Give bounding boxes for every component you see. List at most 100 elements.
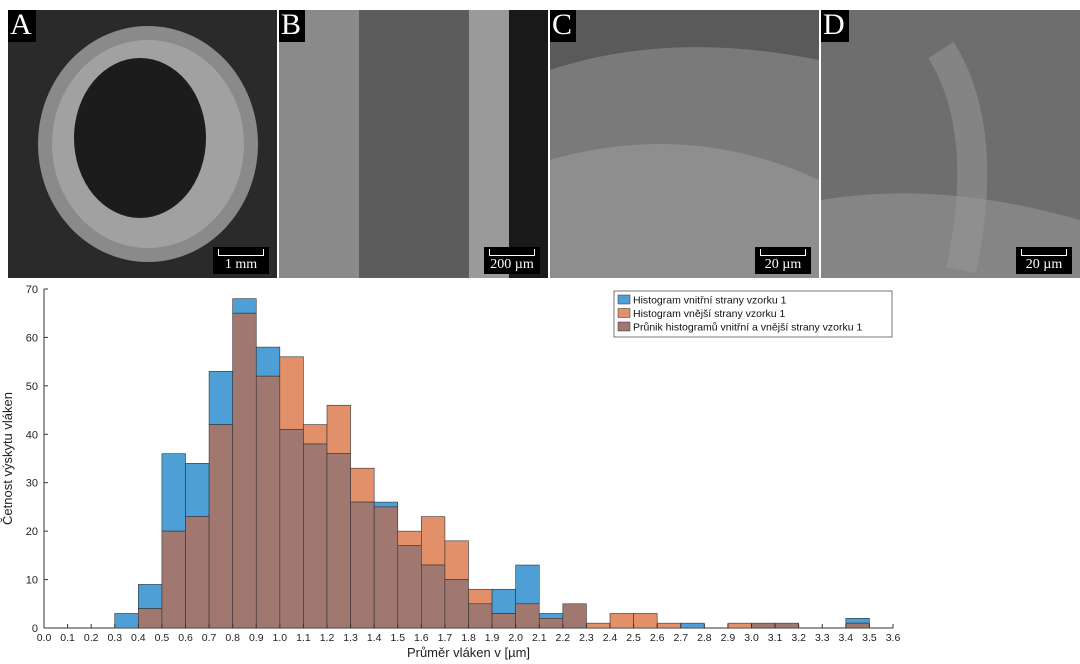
bar-overlap (303, 443, 328, 629)
x-tick-label: 0.1 (60, 632, 75, 644)
x-tick-label: 1.2 (320, 632, 335, 644)
bar-overlap (326, 453, 351, 629)
x-tick-label: 3.0 (744, 632, 759, 644)
x-tick-label: 2.6 (650, 632, 665, 644)
x-tick-label: 2.1 (532, 632, 547, 644)
bar-overlap (421, 564, 446, 629)
panel-label: C (550, 10, 577, 42)
x-tick-label: 2.8 (697, 632, 712, 644)
x-tick-label: 1.6 (414, 632, 429, 644)
bar-inner (373, 501, 399, 508)
x-tick-label: 1.1 (296, 632, 311, 644)
y-tick-label: 10 (26, 575, 38, 587)
bar-inner (138, 584, 163, 609)
bar-inner (845, 618, 870, 624)
x-tick-label: 2.3 (579, 632, 594, 644)
bar-overlap (562, 603, 587, 629)
bar-inner (185, 463, 210, 517)
x-tick-label: 3.1 (768, 632, 783, 644)
x-tick-label: 2.9 (721, 632, 736, 644)
scale-bar-label: 20 µm (1025, 257, 1063, 272)
bar-overlap (279, 429, 304, 629)
bar-inner (680, 622, 705, 629)
bar-overlap (232, 312, 257, 629)
y-tick-label: 50 (26, 381, 38, 393)
scale-bar-label: 1 mm (224, 257, 258, 272)
scale-bar-line (760, 249, 806, 256)
x-tick-label: 1.8 (461, 632, 476, 644)
plot-area: 0.0 0.1 0.2 0.3 0.4 0.5 0.6 0.7 0.8 0.9 1.0 1.1 1.2 1… (26, 284, 901, 644)
x-tick-label: 0.7 (202, 632, 217, 644)
legend-label: Histogram vnitřní strany vzorku 1 (633, 295, 787, 307)
scale-bar: 20 µm (755, 247, 811, 274)
x-tick-label: 1.0 (273, 632, 288, 644)
x-tick-label: 1.7 (438, 632, 453, 644)
scale-bar: 20 µm (1016, 247, 1072, 274)
histogram-chart: 0.0 0.1 0.2 0.3 0.4 0.5 0.6 0.7 0.8 0.9 1.0 1.1 1.2 1… (0, 284, 901, 660)
bar-outer (279, 356, 304, 430)
bar-inner (538, 613, 564, 619)
x-tick-label: 0.3 (107, 632, 122, 644)
bar-overlap (774, 622, 799, 629)
x-tick-label: 1.5 (390, 632, 405, 644)
y-tick-label: 30 (26, 478, 38, 490)
x-tick-label: 3.3 (815, 632, 830, 644)
bar-overlap (444, 579, 469, 629)
x-tick-label: 1.9 (485, 632, 500, 644)
sem-image-b (279, 10, 548, 278)
x-tick-label: 2.4 (603, 632, 618, 644)
bar-outer (656, 622, 682, 629)
x-tick-label: 1.3 (343, 632, 358, 644)
bar-outer (421, 516, 446, 566)
x-tick-label: 0.4 (131, 632, 146, 644)
legend-swatch (617, 321, 631, 332)
x-tick-label: 3.4 (839, 632, 854, 644)
x-tick-label: 2.7 (673, 632, 688, 644)
x-tick-label: 3.5 (862, 632, 877, 644)
y-tick-label: 40 (26, 429, 38, 441)
scale-bar-label: 20 µm (764, 257, 802, 272)
bar-overlap (185, 516, 210, 629)
legend-label: Průnik histogramů vnitřní a vnější stran… (633, 322, 863, 334)
bar-inner (255, 346, 281, 377)
sem-panel-c: C 20 µm (550, 10, 819, 278)
bar-overlap (468, 603, 493, 629)
x-tick-label: 2.2 (556, 632, 571, 644)
sem-panel-b: B 200 µm (279, 10, 548, 278)
x-tick-label: 2.0 (508, 632, 523, 644)
bar-overlap (845, 622, 870, 629)
bar-overlap (397, 545, 422, 629)
bar-inner (114, 613, 139, 629)
scale-bar-line (1021, 249, 1067, 256)
bar-overlap (138, 608, 163, 629)
x-tick-label: 0.6 (178, 632, 193, 644)
bar-outer (444, 540, 469, 580)
bar-outer (326, 404, 351, 454)
sem-image-d (821, 10, 1080, 278)
x-tick-label: 3.6 (886, 632, 901, 644)
panel-label: B (279, 10, 306, 42)
bar-overlap (350, 501, 375, 629)
legend: Histogram vnitřní strany vzorku 1Histogr… (613, 290, 893, 338)
x-axis-label: Průměr vláken v [µm] (407, 645, 530, 660)
bar-outer (303, 424, 328, 445)
bar-inner (208, 371, 233, 425)
bar-inner (161, 453, 186, 532)
legend-box (613, 290, 893, 338)
sem-panel-d: D 20 µm (821, 10, 1080, 278)
bar-outer (727, 622, 752, 629)
x-tick-label: 0.0 (37, 632, 52, 644)
x-tick-label: 0.9 (249, 632, 264, 644)
x-tick-label: 0.5 (155, 632, 170, 644)
bar-inner (232, 298, 257, 314)
x-tick-label: 1.4 (367, 632, 382, 644)
y-axis-label: Četnost výskytu vláken (0, 392, 15, 525)
bar-outer (350, 467, 375, 503)
y-tick-label: 70 (26, 284, 38, 296)
y-tick-label: 0 (32, 623, 38, 635)
bar-overlap (515, 603, 540, 629)
bar-outer (468, 588, 493, 605)
bar-outer (586, 622, 611, 629)
bar-inner (515, 564, 540, 605)
bar-overlap (161, 530, 186, 629)
